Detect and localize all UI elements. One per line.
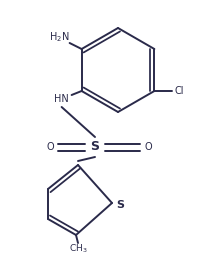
- Text: O: O: [144, 142, 152, 152]
- Text: O: O: [46, 142, 54, 152]
- Text: S: S: [116, 200, 124, 210]
- Text: S: S: [90, 140, 99, 153]
- Text: CH$_3$: CH$_3$: [69, 243, 87, 255]
- Text: H$_2$N: H$_2$N: [49, 30, 70, 44]
- Text: HN: HN: [54, 94, 69, 104]
- Text: Cl: Cl: [174, 86, 184, 96]
